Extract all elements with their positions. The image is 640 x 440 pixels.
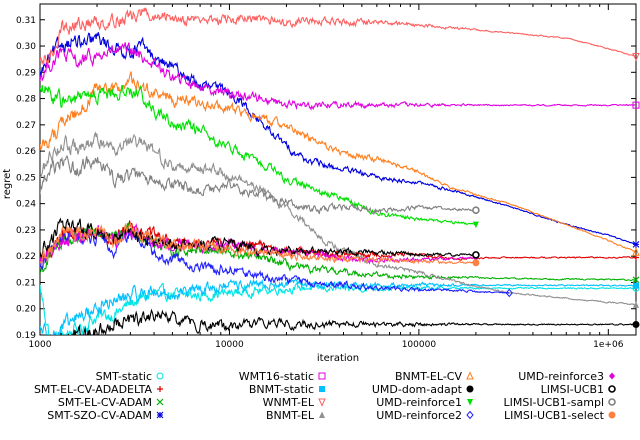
series-line-limsi-ucb1-sampl: [40, 154, 477, 215]
x-tick-label: 10000: [215, 340, 244, 350]
legend-marker: [157, 386, 163, 392]
series-end-marker-wmt16-static: [632, 101, 640, 109]
series-end-marker-bnmt-el: [633, 301, 639, 308]
y-tick-label: 0.31: [16, 16, 36, 26]
legend-label: LIMSI-UCB1-sampl: [503, 396, 604, 409]
legend-label: BNMT-EL-CV: [395, 370, 462, 383]
series-line-umd-reinforce2: [40, 229, 510, 294]
series-layer: [40, 7, 636, 335]
series-line-umd-reinforce1: [40, 84, 477, 226]
legend-label: SMT-EL-CV-ADAM: [58, 396, 152, 409]
x-axis: 1000 10000 100000 1e+06: [29, 4, 624, 350]
legend-label: SMT-EL-CV-ADADELTA: [34, 383, 153, 396]
end-marker-layer: [472, 53, 640, 328]
y-tick-label: 0.20: [16, 305, 36, 315]
legend-marker: [608, 385, 616, 393]
series-line-limsi-ucb1-select: [40, 222, 477, 266]
legend-marker: [156, 411, 164, 419]
y-tick-label: 0.21: [16, 278, 36, 288]
legend-label: UMD-reinforce1: [376, 396, 462, 409]
legend-marker: [318, 372, 326, 380]
legend-marker: [466, 385, 474, 393]
y-tick-label: 0.19: [16, 331, 36, 341]
y-tick-label: 0.28: [16, 95, 36, 105]
y-tick-label: 0.27: [16, 121, 36, 131]
legend-label: UMD-dom-adapt: [372, 383, 463, 396]
series-line-bnmt-static: [40, 277, 636, 335]
legend-marker: [156, 398, 164, 406]
series-end-marker-wnmt-el: [632, 53, 640, 62]
series-end-marker-limsi-ucb1: [472, 251, 480, 259]
legend-label: BNMT-static: [249, 383, 314, 396]
series-line-smt-static: [40, 281, 636, 335]
series-end-marker-bnmt-static: [633, 282, 639, 289]
legend-marker: [318, 398, 326, 407]
series-end-marker-umd-reinforce1: [472, 221, 479, 229]
y-tick-label: 0.30: [16, 42, 36, 52]
series-end-marker-bnmt-el-cv: [632, 247, 640, 256]
legend-marker: [609, 372, 615, 380]
series-end-marker-smt-szo-cv-adam: [632, 240, 640, 248]
y-tick-label: 0.22: [16, 252, 36, 262]
y-tick-label: 0.24: [16, 200, 36, 210]
series-line-wnmt-el: [40, 7, 636, 66]
series-end-marker-limsi-ucb1-sampl: [472, 206, 480, 215]
series-end-marker-umd-dom-adapt: [632, 320, 640, 328]
y-tick-label: 0.29: [16, 68, 36, 78]
series-end-marker-umd-reinforce2: [505, 288, 513, 298]
series-end-marker-limsi-ucb1-select: [472, 259, 480, 267]
y-tick-label: 0.26: [16, 147, 36, 157]
y-tick-label: 0.23: [16, 226, 36, 236]
legend-label: SMT-static: [96, 370, 152, 383]
x-tick-label: 100000: [402, 340, 437, 350]
plot-frame: [39, 3, 637, 336]
series-line-umd-dom-adapt: [60, 308, 636, 335]
legend-label: LIMSI-UCB1: [541, 383, 604, 396]
legend-marker: [608, 411, 616, 419]
y-axis: 0.19 0.20 0.21 0.22 0.23 0.24 0.25 0.26 0.27 0.28…: [16, 16, 636, 341]
series-line-wmt16-static: [40, 42, 636, 111]
x-tick-label: 1e+06: [593, 340, 624, 350]
legend-label: WNMT-EL: [263, 396, 315, 409]
legend-marker: [319, 411, 325, 418]
x-axis-label: iteration: [317, 353, 359, 364]
legend-label: UMD-reinforce2: [376, 409, 462, 422]
x-tick-label: 1000: [29, 340, 52, 350]
series-line-smt-szo-cv-adam: [40, 32, 636, 246]
series-line-bnmt-el: [40, 131, 636, 306]
legend-label: UMD-reinforce3: [518, 370, 604, 383]
y-axis-label: regret: [2, 169, 13, 199]
legend-marker: [319, 386, 325, 392]
series-line-smt-el-cv-adam: [40, 222, 636, 282]
legend: SMT-staticSMT-EL-CV-ADADELTASMT-EL-CV-AD…: [34, 370, 616, 422]
series-end-marker-smt-el-cv-adam: [632, 276, 640, 284]
legend-label: BNMT-EL: [266, 409, 315, 422]
legend-label: WMT16-static: [239, 370, 314, 383]
legend-marker: [156, 372, 164, 380]
legend-marker: [466, 410, 474, 420]
legend-marker: [467, 399, 473, 406]
legend-marker: [466, 371, 474, 380]
legend-label: LIMSI-UCB1-select: [504, 409, 605, 422]
y-tick-label: 0.25: [16, 173, 36, 183]
legend-marker: [608, 398, 616, 406]
legend-label: SMT-SZO-CV-ADAM: [47, 409, 152, 422]
